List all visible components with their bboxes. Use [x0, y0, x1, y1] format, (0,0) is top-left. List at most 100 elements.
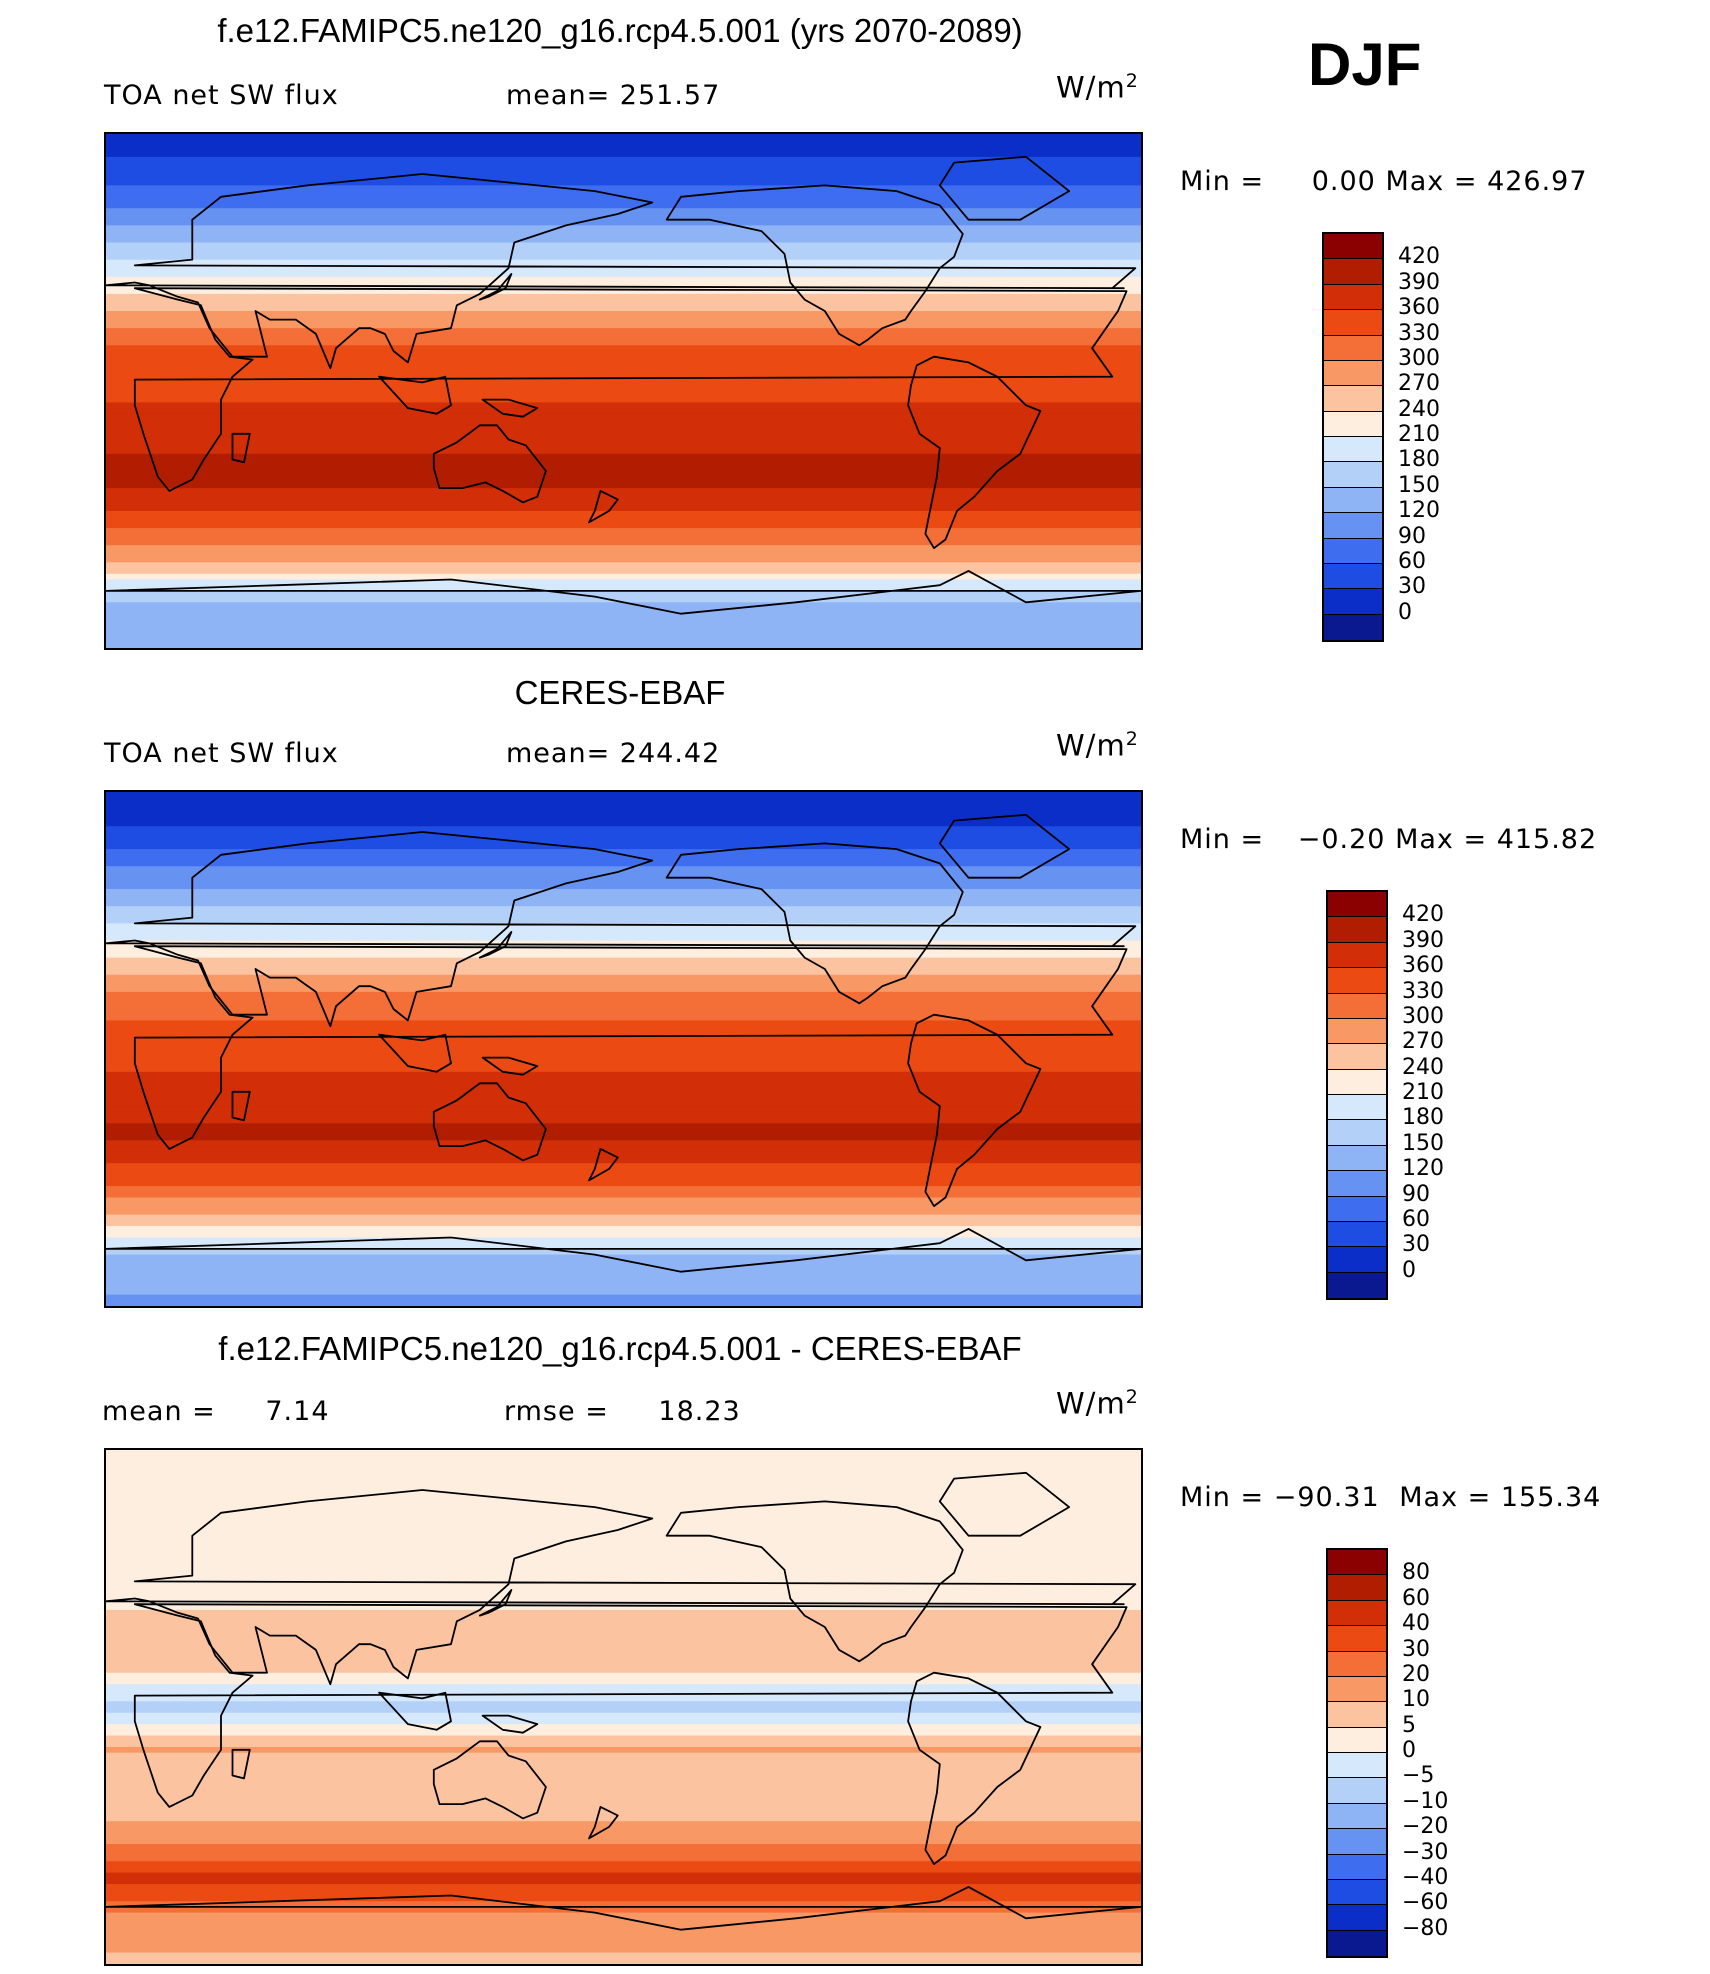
field-band	[106, 1844, 1141, 1851]
field-band	[106, 1655, 1141, 1662]
field-band	[106, 596, 1141, 603]
field-band	[106, 1895, 1141, 1902]
field-band	[106, 625, 1141, 632]
colorbar-swatch	[1328, 1854, 1386, 1880]
field-band	[106, 345, 1141, 352]
field-band	[106, 1501, 1141, 1508]
field-band	[106, 1043, 1141, 1050]
field-band	[106, 1769, 1141, 1777]
colorbar-swatch	[1324, 513, 1382, 539]
field-band	[106, 889, 1141, 896]
field-band	[106, 946, 1141, 953]
colorbar-swatch	[1328, 1702, 1386, 1728]
field-band	[106, 545, 1141, 552]
coastline	[106, 173, 1137, 370]
field-band	[106, 1861, 1141, 1868]
field-band	[106, 1283, 1141, 1290]
coastline	[938, 1471, 1070, 1537]
field-band	[106, 1020, 1141, 1027]
colorbar-tick-label: 330	[1398, 320, 1440, 346]
colorbar-swatch	[1324, 234, 1382, 260]
coastline	[588, 1805, 619, 1840]
colorbar-swatch	[1324, 310, 1382, 336]
coastline	[481, 1056, 539, 1076]
field-band	[106, 1300, 1141, 1306]
field-band	[106, 145, 1141, 152]
field-band	[106, 826, 1141, 833]
field-band	[106, 1117, 1141, 1124]
field-band	[106, 139, 1141, 147]
field-band	[106, 917, 1141, 924]
colorbar-tick-label: 210	[1402, 1080, 1444, 1105]
colorbar-swatch	[1324, 589, 1382, 615]
field-band	[106, 814, 1141, 822]
field-band	[106, 293, 1141, 301]
colorbar-tick-label: −30	[1402, 1839, 1449, 1865]
field-band	[106, 1712, 1141, 1720]
coastline	[231, 432, 251, 464]
panel-2-title: CERES-EBAF	[514, 674, 726, 711]
field-band	[106, 1077, 1141, 1084]
field-band	[106, 373, 1141, 381]
field-band	[106, 602, 1141, 609]
colorbar-swatch	[1328, 1600, 1386, 1627]
field-band	[106, 271, 1141, 278]
field-band	[106, 900, 1141, 907]
coastline	[378, 375, 452, 415]
field-band	[106, 1174, 1141, 1181]
panel-3-colorbar	[1326, 1548, 1388, 1958]
colorbar-tick-label: 60	[1398, 548, 1426, 574]
field-band	[106, 1741, 1141, 1748]
panel-1-map	[104, 132, 1143, 650]
field-band	[106, 396, 1141, 404]
field-band	[106, 1266, 1141, 1273]
field-band	[106, 1157, 1141, 1164]
coastline	[378, 1033, 452, 1073]
field-band	[106, 1906, 1141, 1914]
colorbar-tick-label: 60	[1402, 1206, 1430, 1232]
field-band	[106, 991, 1141, 999]
coastline	[907, 355, 1042, 550]
field-band	[106, 1764, 1141, 1771]
field-band	[106, 1918, 1141, 1925]
field-band	[106, 906, 1141, 913]
colorbar-tick-label: 120	[1398, 498, 1440, 524]
field-band	[106, 1838, 1141, 1845]
colorbar-swatch	[1328, 1676, 1386, 1703]
coastline	[133, 287, 1128, 492]
field-band	[106, 1569, 1141, 1577]
field-band	[106, 356, 1141, 364]
colorbar-tick-label: 0	[1402, 1257, 1416, 1283]
field-band	[106, 860, 1141, 867]
colorbar-swatch	[1328, 942, 1386, 969]
field-band	[106, 803, 1141, 810]
panel-2-map	[104, 790, 1143, 1308]
colorbar-swatch	[1328, 1145, 1386, 1172]
field-band	[106, 630, 1141, 638]
field-band	[106, 191, 1141, 198]
panel-3-rmse-label: rmse =	[504, 1396, 609, 1427]
coastline	[481, 398, 539, 418]
field-band	[106, 499, 1141, 506]
field-band	[106, 1878, 1141, 1885]
coastline	[478, 930, 513, 959]
colorbar-swatch	[1324, 462, 1382, 488]
colorbar-tick-label: 300	[1402, 1003, 1444, 1029]
colorbar-tick-label: 150	[1402, 1130, 1444, 1156]
colorbar-tick-label: 150	[1398, 472, 1440, 498]
field-band	[106, 1615, 1141, 1622]
coastline	[907, 1013, 1042, 1208]
colorbar-swatch	[1328, 1727, 1386, 1753]
field-band	[106, 1163, 1141, 1170]
panel-1-mean-label: mean=	[506, 80, 611, 111]
field-band	[106, 1889, 1141, 1897]
field-band	[106, 980, 1141, 987]
field-band	[106, 333, 1141, 341]
field-band	[106, 1821, 1141, 1828]
field-band	[106, 453, 1141, 461]
colorbar-swatch	[1328, 1095, 1386, 1121]
panel-3-title: f.e12.FAMIPC5.ne120_g16.rcp4.5.001 - CER…	[218, 1330, 1022, 1367]
field-band	[106, 1197, 1141, 1204]
field-band	[106, 579, 1141, 586]
field-band	[106, 1627, 1141, 1634]
